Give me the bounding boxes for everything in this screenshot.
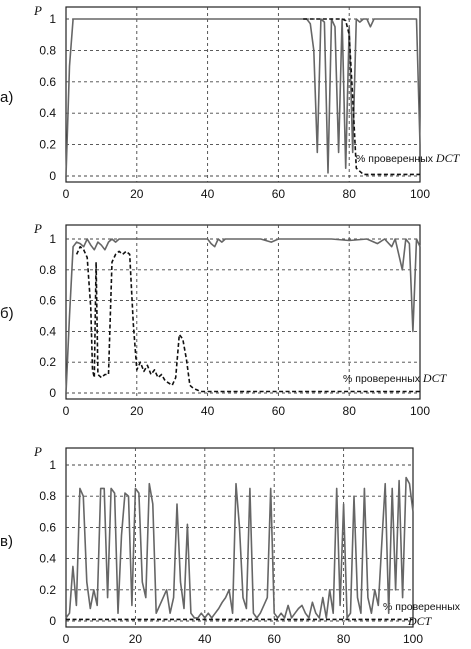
y-axis-label: P <box>33 444 42 459</box>
x-tick-label: 100 <box>403 632 423 646</box>
x-tick-label: 80 <box>337 632 351 646</box>
x-tick-label: 20 <box>130 187 144 201</box>
chart-panel-3: 0 20 40 60 80 100 0 0.2 0.4 0.6 0.8 1Pв) % проверенн… <box>0 444 461 646</box>
x-tick-label: 0 <box>63 632 70 646</box>
y-tick-label: 1 <box>49 232 56 246</box>
y-tick-label: 0.8 <box>39 43 56 57</box>
y-tick-label: 1 <box>49 12 56 26</box>
y-tick-label: 0 <box>49 169 56 183</box>
x-tick-label: 60 <box>272 404 286 418</box>
x-tick-label: 40 <box>201 404 215 418</box>
x-axis-annotation: % проверенных DCT <box>356 151 461 165</box>
x-tick-label: 80 <box>343 187 357 201</box>
chart-panel-2: 0 20 40 60 80 100 0 0.2 0.4 0.6 0.8 1Pб) % проверенн… <box>0 221 448 418</box>
y-axis-label: P <box>33 3 42 18</box>
x-tick-label: 0 <box>63 187 70 201</box>
y-tick-label: 1 <box>49 458 56 472</box>
y-tick-label: 0.2 <box>39 138 56 152</box>
y-tick-label: 0.6 <box>39 520 56 534</box>
plot-frame <box>65 6 421 183</box>
x-tick-label: 60 <box>268 632 282 646</box>
x-axis-annotation: % проверенных <box>383 601 461 613</box>
panel-label: б) <box>0 305 14 322</box>
x-tick-label: 80 <box>343 404 357 418</box>
chart-panel-1: 0 20 40 60 80 100 0 0.2 0.4 0.6 0.8 1Pа) % проверенн… <box>0 3 461 201</box>
solid-series-line <box>65 476 414 619</box>
y-tick-label: 0.6 <box>39 294 56 308</box>
x-axis-annotation-italic: DCT <box>435 151 461 165</box>
x-axis-annotation: % проверенных DCT <box>343 371 448 385</box>
dashed-series-line <box>303 18 420 176</box>
x-tick-label: 100 <box>410 404 430 418</box>
y-tick-label: 0.4 <box>39 552 56 566</box>
dashed-series-line <box>75 245 420 393</box>
y-tick-label: 0.2 <box>39 355 56 369</box>
x-axis-annotation-italic: DCT <box>422 371 448 385</box>
x-tick-label: 40 <box>198 632 212 646</box>
x-axis-annotation-italic: DCT <box>407 614 433 628</box>
y-tick-label: 0.8 <box>39 263 56 277</box>
panel-label: а) <box>0 89 13 106</box>
y-tick-label: 0 <box>49 614 56 628</box>
panel-label: в) <box>0 533 13 550</box>
plot-frame <box>65 224 421 400</box>
x-tick-label: 0 <box>63 404 70 418</box>
x-tick-label: 40 <box>201 187 215 201</box>
y-axis-label: P <box>33 221 42 236</box>
x-tick-label: 20 <box>129 632 143 646</box>
y-tick-label: 0.8 <box>39 489 56 503</box>
y-tick-label: 0.6 <box>39 75 56 89</box>
y-tick-label: 0.4 <box>39 106 56 120</box>
x-tick-label: 60 <box>272 187 286 201</box>
y-tick-label: 0.2 <box>39 583 56 597</box>
y-tick-label: 0 <box>49 386 56 400</box>
solid-series-line <box>65 238 421 394</box>
x-tick-label: 20 <box>130 404 144 418</box>
plot-frame <box>65 447 414 628</box>
y-tick-label: 0.4 <box>39 324 56 338</box>
x-tick-label: 100 <box>410 187 430 201</box>
